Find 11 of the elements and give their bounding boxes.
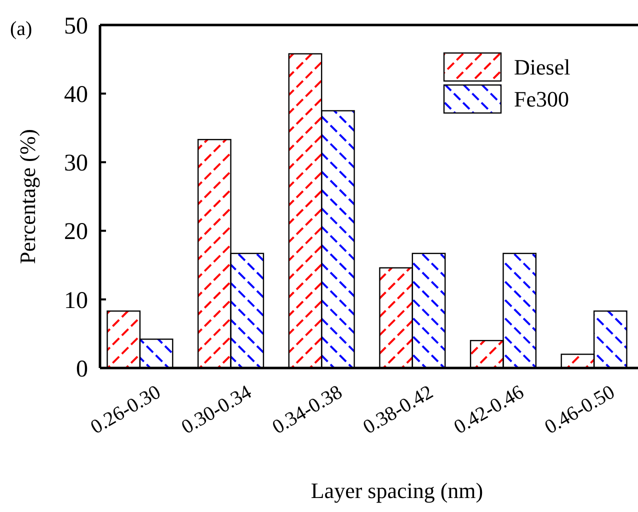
y-axis-title: Percentage (%) [15,129,40,264]
y-tick-label: 30 [64,150,88,177]
y-tick-label: 20 [64,219,88,246]
y-tick-label: 10 [64,288,88,314]
text: (a) [10,18,32,40]
legend-label: Diesel [514,54,570,80]
x-axis-title: Layer spacing (nm) [310,478,484,503]
y-tick-label: 0 [76,356,88,382]
legend-label: Fe300 [514,86,569,112]
y-tick-label: 40 [64,82,88,108]
y-tick-label: 50 [64,13,88,40]
